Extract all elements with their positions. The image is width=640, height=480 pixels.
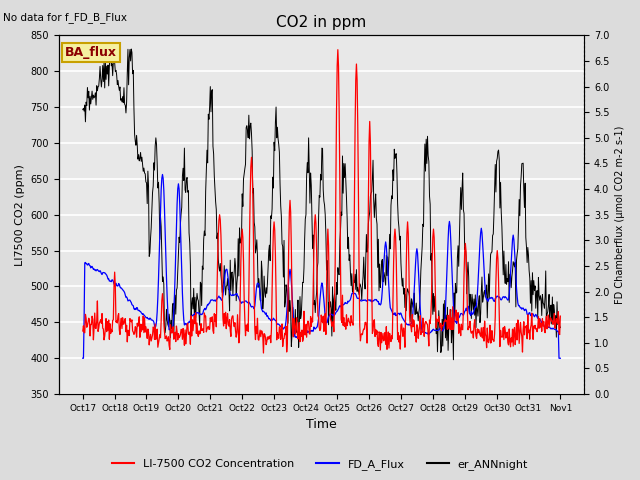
Y-axis label: LI7500 CO2 (ppm): LI7500 CO2 (ppm) (15, 164, 25, 265)
Text: BA_flux: BA_flux (65, 46, 117, 59)
Text: No data for f_FD_B_Flux: No data for f_FD_B_Flux (3, 12, 127, 23)
Y-axis label: FD Chamberflux (μmol CO2 m-2 s-1): FD Chamberflux (μmol CO2 m-2 s-1) (615, 126, 625, 304)
X-axis label: Time: Time (306, 419, 337, 432)
Title: CO2 in ppm: CO2 in ppm (276, 15, 367, 30)
Legend: LI-7500 CO2 Concentration, FD_A_Flux, er_ANNnight: LI-7500 CO2 Concentration, FD_A_Flux, er… (108, 455, 532, 474)
